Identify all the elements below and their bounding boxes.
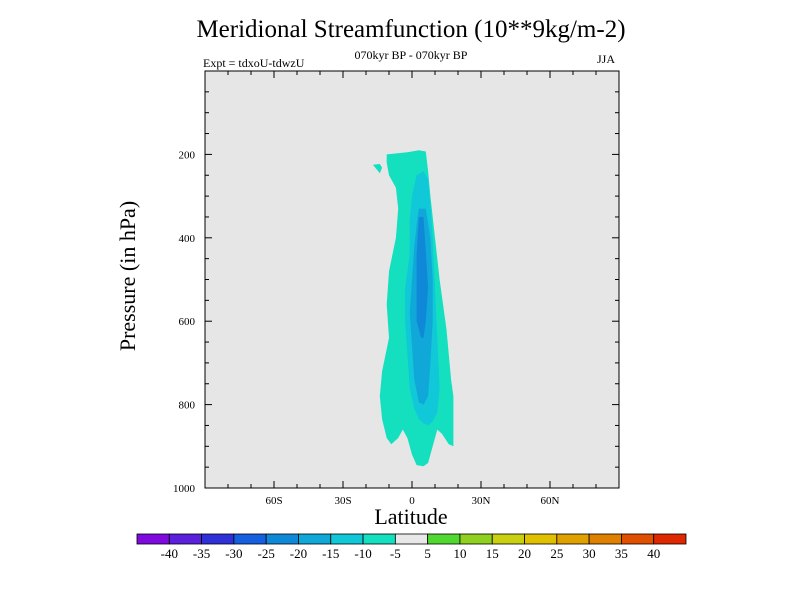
colorbar: -40 -35 -30 -25 -20 -15 -10 -5 5 10 15 20 25 30 35 40 (136, 533, 687, 561)
colorbar-swatch (588, 533, 622, 545)
colorbar-label: -10 (354, 546, 371, 561)
colorbar-label: -25 (258, 546, 275, 561)
tick-layer: 60S 30S 0 30N 60N 200 400 600 800 1000 (173, 71, 619, 507)
chart-title: Meridional Streamfunction (10**9kg/m-2) (196, 16, 626, 43)
colorbar-label: -20 (290, 546, 307, 561)
colorbar-swatch (168, 533, 202, 545)
colorbar-swatch (362, 533, 396, 545)
x-tick-label: 60N (541, 495, 560, 507)
y-tick-label: 200 (179, 149, 196, 161)
colorbar-label: 35 (615, 546, 628, 561)
x-tick-label: 60S (265, 495, 282, 507)
colorbar-swatch (330, 533, 364, 545)
colorbar-label: -35 (193, 546, 210, 561)
colorbar-swatch (201, 533, 235, 545)
colorbar-label: 25 (550, 546, 563, 561)
colorbar-swatch (394, 533, 429, 545)
colorbar-swatch (491, 533, 525, 545)
x-tick-label: 30N (472, 495, 491, 507)
y-tick-label: 800 (179, 400, 196, 412)
colorbar-label: -5 (390, 546, 401, 561)
season-label: JJA (597, 52, 616, 66)
x-axis-label: Latitude (374, 504, 448, 529)
colorbar-swatch (524, 533, 558, 545)
colorbar-swatch (556, 533, 590, 545)
colorbar-label: 5 (424, 546, 431, 561)
x-tick-label: 30S (334, 495, 351, 507)
contour-region-4 (416, 216, 429, 338)
colorbar-swatch (427, 533, 461, 545)
period-label: 070kyr BP - 070kyr BP (354, 48, 468, 62)
colorbar-label: 40 (647, 546, 660, 561)
experiment-label: Expt = tdxoU-tdwzU (203, 56, 305, 70)
colorbar-swatch (459, 533, 493, 545)
colorbar-label: -30 (225, 546, 242, 561)
y-tick-label: 1000 (173, 483, 196, 495)
contour-region-1 (372, 164, 383, 174)
colorbar-label: 30 (583, 546, 596, 561)
colorbar-swatch (298, 533, 332, 545)
colorbar-swatch (621, 533, 655, 545)
colorbar-label: -40 (161, 546, 178, 561)
colorbar-swatch (653, 533, 687, 545)
contour-layer (372, 150, 454, 467)
colorbar-label: -15 (322, 546, 339, 561)
x-tick-label: 0 (409, 495, 415, 507)
colorbar-label: 20 (518, 546, 531, 561)
colorbar-label: 15 (486, 546, 499, 561)
colorbar-swatch (233, 533, 267, 545)
y-tick-label: 600 (179, 316, 196, 328)
y-tick-label: 400 (179, 233, 196, 245)
colorbar-label: 10 (453, 546, 466, 561)
colorbar-swatch (265, 533, 299, 545)
colorbar-swatch (136, 533, 170, 545)
